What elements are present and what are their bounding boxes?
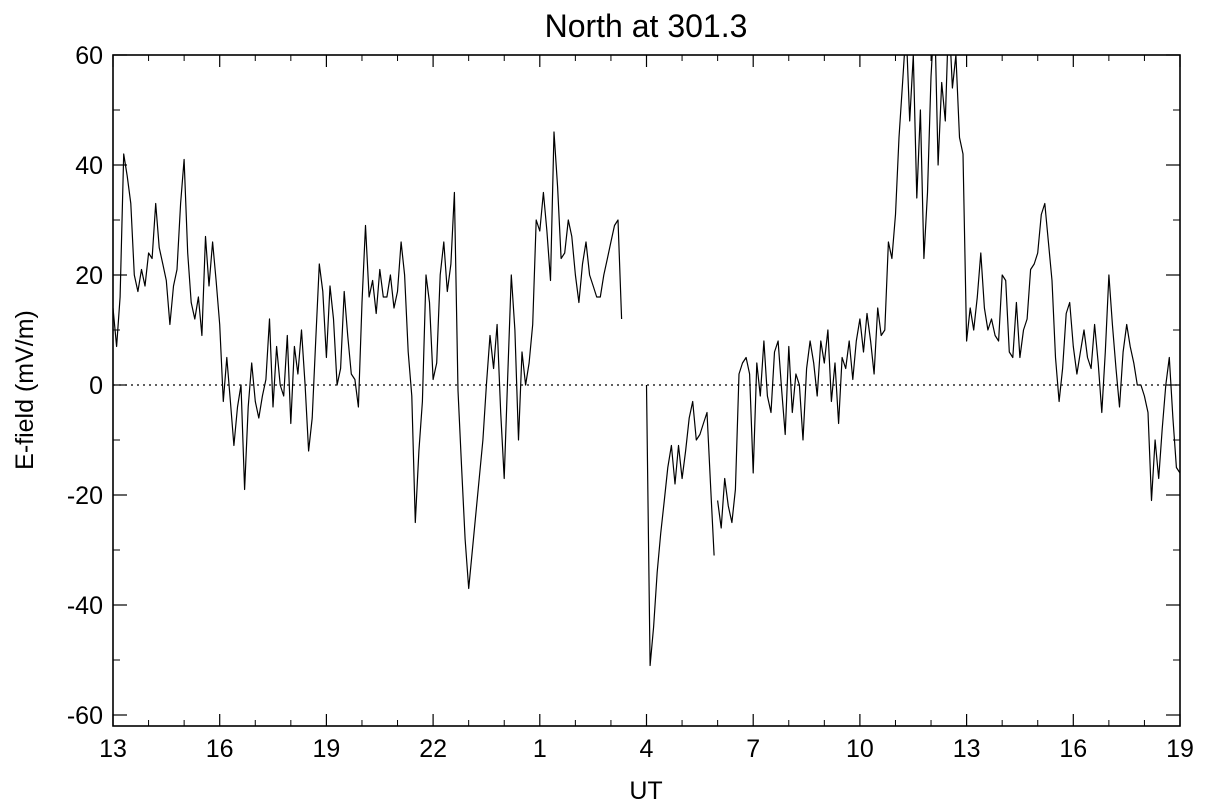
x-tick-label: 7 xyxy=(746,735,760,763)
series-layer xyxy=(113,55,1180,667)
y-tick-label: 20 xyxy=(75,262,103,290)
x-tick-label: 19 xyxy=(312,735,340,763)
x-tick-label: 13 xyxy=(99,735,127,763)
y-tick-label: -40 xyxy=(67,592,103,620)
x-tick-label: 22 xyxy=(419,735,447,763)
y-tick-label: 40 xyxy=(75,152,103,180)
x-tick-label: 4 xyxy=(640,735,654,763)
x-axis-title: UT xyxy=(629,777,662,805)
y-tick-label: 60 xyxy=(75,42,103,70)
series-line-segment xyxy=(717,55,1180,529)
x-tick-label: 16 xyxy=(1059,735,1087,763)
y-tick-label: 0 xyxy=(89,372,103,400)
x-tick-label: 19 xyxy=(1166,735,1194,763)
y-axis-title: E-field (mV/m) xyxy=(11,310,39,470)
y-tick-label: -20 xyxy=(67,482,103,510)
x-tick-label: 13 xyxy=(953,735,981,763)
x-tick-label: 16 xyxy=(206,735,234,763)
x-tick-label: 1 xyxy=(533,735,547,763)
y-axis-ticks: 60 40 20 0 -20 -40 -60 xyxy=(67,42,1180,730)
chart-title: North at 301.3 xyxy=(545,8,748,44)
y-tick-label: -60 xyxy=(67,702,103,730)
x-axis-ticks: 13 16 19 22 1 4 7 10 13 16 19 xyxy=(99,55,1194,763)
series-line-segment xyxy=(645,384,715,667)
series-line-segment xyxy=(113,131,623,590)
x-tick-label: 10 xyxy=(846,735,874,763)
